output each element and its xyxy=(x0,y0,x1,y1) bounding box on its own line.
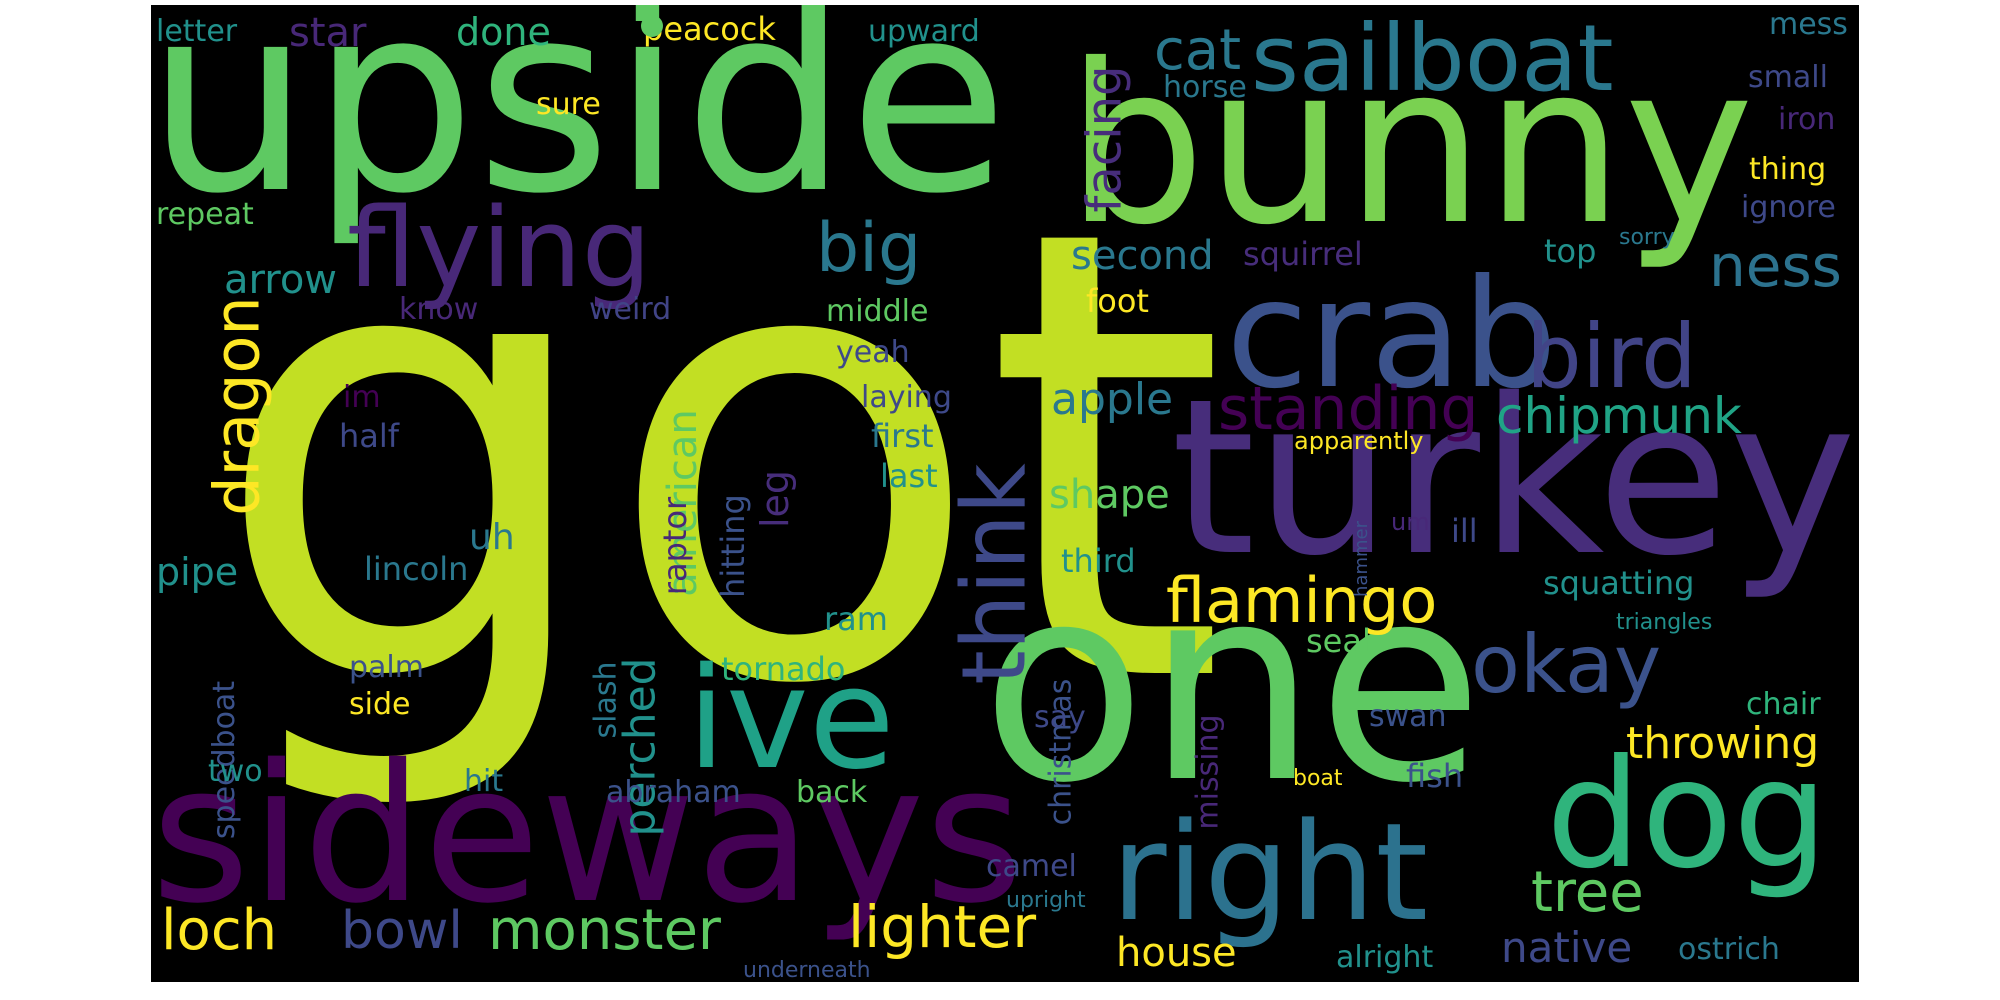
word-iron: iron xyxy=(1778,102,1836,137)
word-boat: boat xyxy=(1293,766,1343,791)
word-ness: ness xyxy=(1709,232,1842,300)
word-one: one xyxy=(981,527,1484,842)
word-horse: horse xyxy=(1163,70,1247,105)
word-two: two xyxy=(208,754,263,789)
word-cloud: got upside bunny turkey one sideways dog… xyxy=(151,5,1859,982)
word-got: got xyxy=(211,99,1227,820)
word-weird: weird xyxy=(589,292,672,327)
word-ignore: ignore xyxy=(1741,190,1836,225)
word-squatting: squatting xyxy=(1543,564,1695,602)
word-third: third xyxy=(1061,542,1136,580)
word-raptor: raptor xyxy=(656,496,695,596)
word-tree: tree xyxy=(1531,860,1644,925)
word-hitting: hitting xyxy=(713,494,752,598)
word-top: top xyxy=(1544,232,1597,270)
word-upward: upward xyxy=(868,14,980,49)
word-back: back xyxy=(796,775,868,810)
word-house: house xyxy=(1116,930,1237,976)
word-palm: palm xyxy=(349,650,424,685)
word-hit: hit xyxy=(464,764,504,799)
word-flamingo: flamingo xyxy=(1166,564,1438,637)
word-big: big xyxy=(816,209,922,288)
word-upright: upright xyxy=(1006,888,1086,913)
word-yeah: yeah xyxy=(836,335,910,370)
peacock-dot xyxy=(641,15,663,37)
word-say: say xyxy=(1034,700,1086,735)
word-chipmunk: chipmunk xyxy=(1496,387,1742,445)
word-ive: ive xyxy=(687,638,895,801)
word-ostrich: ostrich xyxy=(1678,932,1780,967)
word-monster: monster xyxy=(488,898,721,963)
word-half: half xyxy=(339,417,400,455)
word-thing: thing xyxy=(1749,152,1827,187)
word-middle: middle xyxy=(826,294,929,329)
word-turkey: turkey xyxy=(1171,352,1857,603)
word-arrow: arrow xyxy=(224,257,338,303)
word-native: native xyxy=(1501,923,1633,972)
word-sailboat: sailboat xyxy=(1251,5,1614,112)
word-bowl: bowl xyxy=(341,901,463,961)
word-ram: ram xyxy=(824,600,888,638)
word-seal: seal xyxy=(1306,622,1371,660)
word-bunny: bunny xyxy=(1066,17,1755,273)
word-apparently: apparently xyxy=(1294,427,1424,455)
word-slash: slash xyxy=(588,661,624,739)
word-think: think xyxy=(942,463,1046,685)
word-dog: dog xyxy=(1546,728,1829,902)
word-last: last xyxy=(880,457,938,495)
word-missing: missing xyxy=(1190,714,1226,830)
word-im: im xyxy=(343,380,381,415)
word-bird: bird xyxy=(1526,305,1697,408)
word-shape: shape xyxy=(1049,472,1170,518)
word-upside: upside xyxy=(151,5,1009,251)
word-flying: flying xyxy=(347,184,652,312)
word-facing: facing xyxy=(1076,65,1133,213)
word-foot: foot xyxy=(1086,282,1149,320)
word-abraham: abraham xyxy=(606,775,741,810)
word-peacock: peacock xyxy=(643,10,776,48)
word-ill: ill xyxy=(1451,512,1478,550)
word-sideways: sideways xyxy=(151,724,1024,945)
word-side: side xyxy=(349,687,411,722)
word-loch: loch xyxy=(161,898,278,963)
word-standing: standing xyxy=(1218,374,1479,444)
word-repeat: repeat xyxy=(156,197,254,232)
word-hammer: hammer xyxy=(1350,521,1372,597)
word-crab: crab xyxy=(1226,248,1558,422)
word-second: second xyxy=(1071,233,1214,279)
word-first: first xyxy=(871,417,934,455)
word-mess: mess xyxy=(1769,7,1848,42)
word-chair: chair xyxy=(1746,687,1821,722)
word-laying: laying xyxy=(861,380,952,415)
word-know: know xyxy=(399,292,479,327)
word-dragon: dragon xyxy=(200,296,274,516)
word-sure: sure xyxy=(536,87,601,122)
word-fish: fish xyxy=(1406,757,1464,795)
word-um: um xyxy=(1391,508,1430,536)
word-pipe: pipe xyxy=(156,550,239,594)
word-throwing: throwing xyxy=(1626,718,1820,769)
word-done: done xyxy=(456,10,551,54)
word-lighter: lighter xyxy=(848,893,1037,961)
word-tornado: tornado xyxy=(721,650,846,688)
word-letter: letter xyxy=(156,14,238,49)
word-right: right xyxy=(1111,794,1429,951)
word-small: small xyxy=(1748,60,1828,95)
word-underneath: underneath xyxy=(743,958,871,982)
word-squirrel: squirrel xyxy=(1243,235,1363,273)
word-cat: cat xyxy=(1154,18,1242,83)
word-swan: swan xyxy=(1369,699,1447,734)
word-alright: alright xyxy=(1336,940,1434,975)
word-lincoln: lincoln xyxy=(364,550,469,588)
word-star: star xyxy=(289,10,367,56)
word-triangles: triangles xyxy=(1616,610,1713,635)
word-okay: okay xyxy=(1471,618,1662,711)
word-apple: apple xyxy=(1051,374,1174,425)
word-leg: leg xyxy=(753,469,798,529)
word-camel: camel xyxy=(986,849,1077,884)
word-uh: uh xyxy=(469,517,515,558)
word-sorry: sorry xyxy=(1619,225,1675,250)
